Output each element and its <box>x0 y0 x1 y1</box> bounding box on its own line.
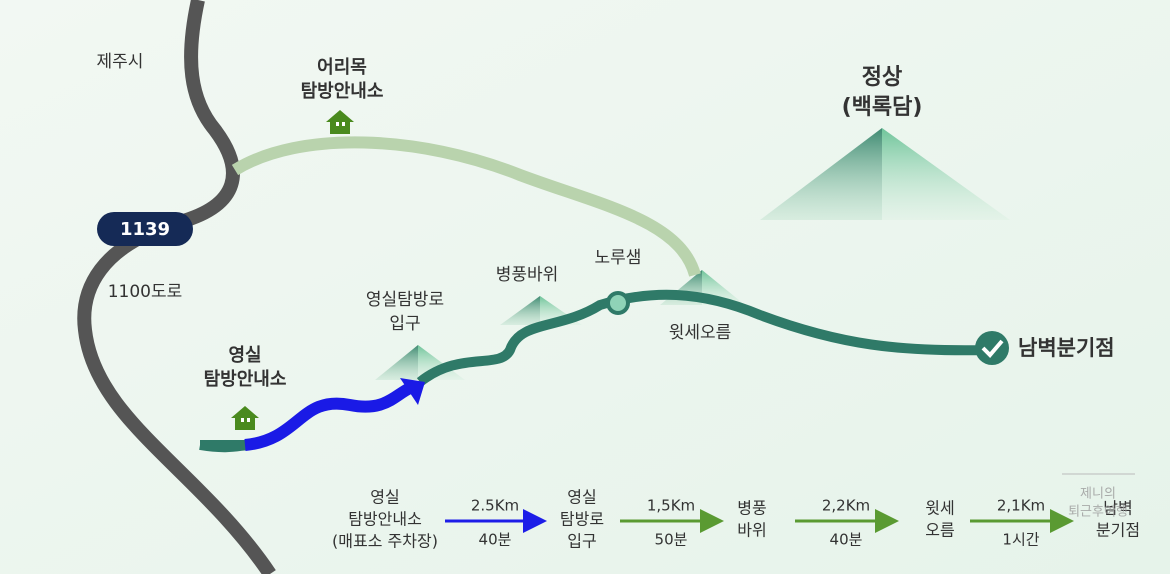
mountains <box>375 128 1010 380</box>
city-label: 제주시 <box>97 52 144 72</box>
leg-distance: 2,1Km <box>997 497 1045 515</box>
place-label: 영실 <box>228 345 261 366</box>
leg-time: 40분 <box>479 531 512 549</box>
stop-label: 영실 <box>567 488 596 507</box>
stop-label: 바위 <box>737 521 766 540</box>
leg-time: 1시간 <box>1002 531 1039 549</box>
place-label: 영실탐방로 <box>366 290 444 310</box>
eorimok-trail <box>231 136 701 277</box>
stop-label: 탐방로 <box>560 510 604 529</box>
road-name: 1100도로 <box>108 282 183 302</box>
place-label: 입구 <box>389 314 420 334</box>
place-label: 정상 <box>862 65 902 90</box>
check-icon <box>981 339 1004 358</box>
place-label: 노루샘 <box>595 248 642 268</box>
stop-label: 병풍 <box>737 499 766 518</box>
place-label: 남벽분기점 <box>1018 336 1115 360</box>
highlight-arrowhead <box>400 378 425 405</box>
spring-marker <box>606 291 630 315</box>
end-marker <box>975 331 1009 365</box>
place-label: 어리목 <box>317 57 367 78</box>
stop-label: 오름 <box>925 521 954 540</box>
house-icon <box>326 110 354 134</box>
stop-label: 분기점 <box>1096 521 1140 540</box>
house-icon <box>231 406 259 430</box>
watermark: 제니의 <box>1080 487 1116 502</box>
place-label: 병풍바위 <box>496 265 559 285</box>
place-label: 윗세오름 <box>669 323 732 343</box>
stop-label: 영실 <box>370 488 399 507</box>
leg-distance: 1,5Km <box>647 497 695 515</box>
watermark: 퇴근후여행 <box>1068 504 1128 520</box>
stop-label: 입구 <box>567 532 596 551</box>
highlight-section <box>244 382 413 451</box>
stop-label: (매표소 주차장) <box>332 532 438 551</box>
stop-label: 윗세 <box>925 499 954 518</box>
road-number: 1139 <box>120 219 170 240</box>
leg-time: 50분 <box>655 531 688 549</box>
stop-label: 탐방안내소 <box>348 510 422 529</box>
leg-distance: 2,2Km <box>822 497 870 515</box>
road-badge <box>97 212 193 246</box>
place-label: 탐방안내소 <box>301 81 384 102</box>
stop-label: 남벽 <box>1103 499 1132 518</box>
leg-distance: 2.5Km <box>471 497 519 515</box>
place-label: (백록담) <box>842 95 923 120</box>
place-label: 탐방안내소 <box>204 369 287 390</box>
leg-time: 40분 <box>830 531 863 549</box>
